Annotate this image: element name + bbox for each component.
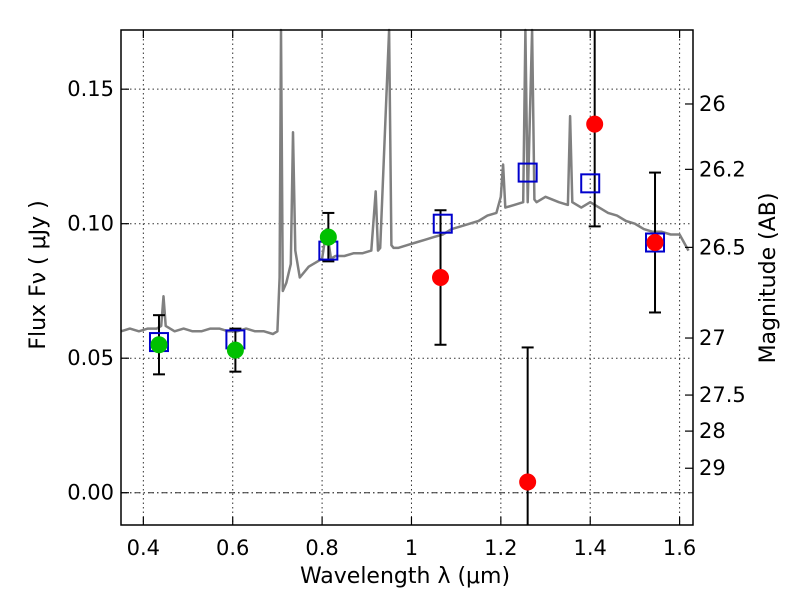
magnitude-axis-ticks: 26 26.2 26.5 27 27.5 28 29 <box>685 92 746 480</box>
x-tick-label: 0.6 <box>216 536 249 560</box>
x-tick-label: 0.4 <box>127 536 160 560</box>
magnitude-tick-label: 29 <box>699 456 726 480</box>
model-photometry-squares <box>148 162 666 353</box>
x-tick-label: 1.2 <box>484 536 517 560</box>
magnitude-tick-label: 27.5 <box>699 383 746 407</box>
model-flux-square <box>645 232 666 253</box>
y-tick-label: 0.15 <box>67 77 114 101</box>
error-bars <box>152 30 662 525</box>
x-tick-label: 1.4 <box>574 536 607 560</box>
x-axis-ticks: 0.4 0.6 0.8 1 1.2 1.4 1.6 <box>127 30 696 560</box>
spectrum-line <box>120 28 690 336</box>
model-flux-square <box>580 173 601 194</box>
magnitude-tick-label: 26.5 <box>699 235 746 259</box>
magnitude-tick-label: 27 <box>699 326 726 350</box>
red-data-point <box>646 234 664 252</box>
magnitude-tick-label: 26.2 <box>699 157 746 181</box>
red-data-point <box>432 269 450 286</box>
x-tick-label: 1 <box>405 536 418 560</box>
grid-lines <box>121 30 693 525</box>
x-tick-label: 0.8 <box>305 536 338 560</box>
plot-frame <box>120 29 694 526</box>
green-data-point <box>150 336 168 354</box>
model-flux-square <box>432 213 453 234</box>
y-tick-label: 0.10 <box>67 212 114 236</box>
y-tick-label: 0.05 <box>67 346 114 370</box>
red-data-point <box>519 473 537 491</box>
right-axis-label: Magnitude (AB) <box>756 193 781 364</box>
model-spectrum <box>120 28 690 336</box>
magnitude-tick-label: 28 <box>699 419 726 443</box>
x-axis-label: Wavelength λ (μm) <box>300 564 510 589</box>
green-data-point <box>319 228 337 246</box>
y-tick-label: 0.00 <box>67 481 114 505</box>
y-axis-label: Flux Fν ( μJy ) <box>26 200 51 349</box>
x-tick-label: 1.6 <box>663 536 696 560</box>
green-data-point <box>226 341 244 359</box>
y-axis-ticks: 0.00 0.05 0.10 0.15 <box>67 77 129 505</box>
magnitude-tick-label: 26 <box>699 92 726 116</box>
model-flux-square <box>517 162 538 183</box>
observed-photometry-points <box>150 115 664 491</box>
red-data-point <box>586 115 604 133</box>
